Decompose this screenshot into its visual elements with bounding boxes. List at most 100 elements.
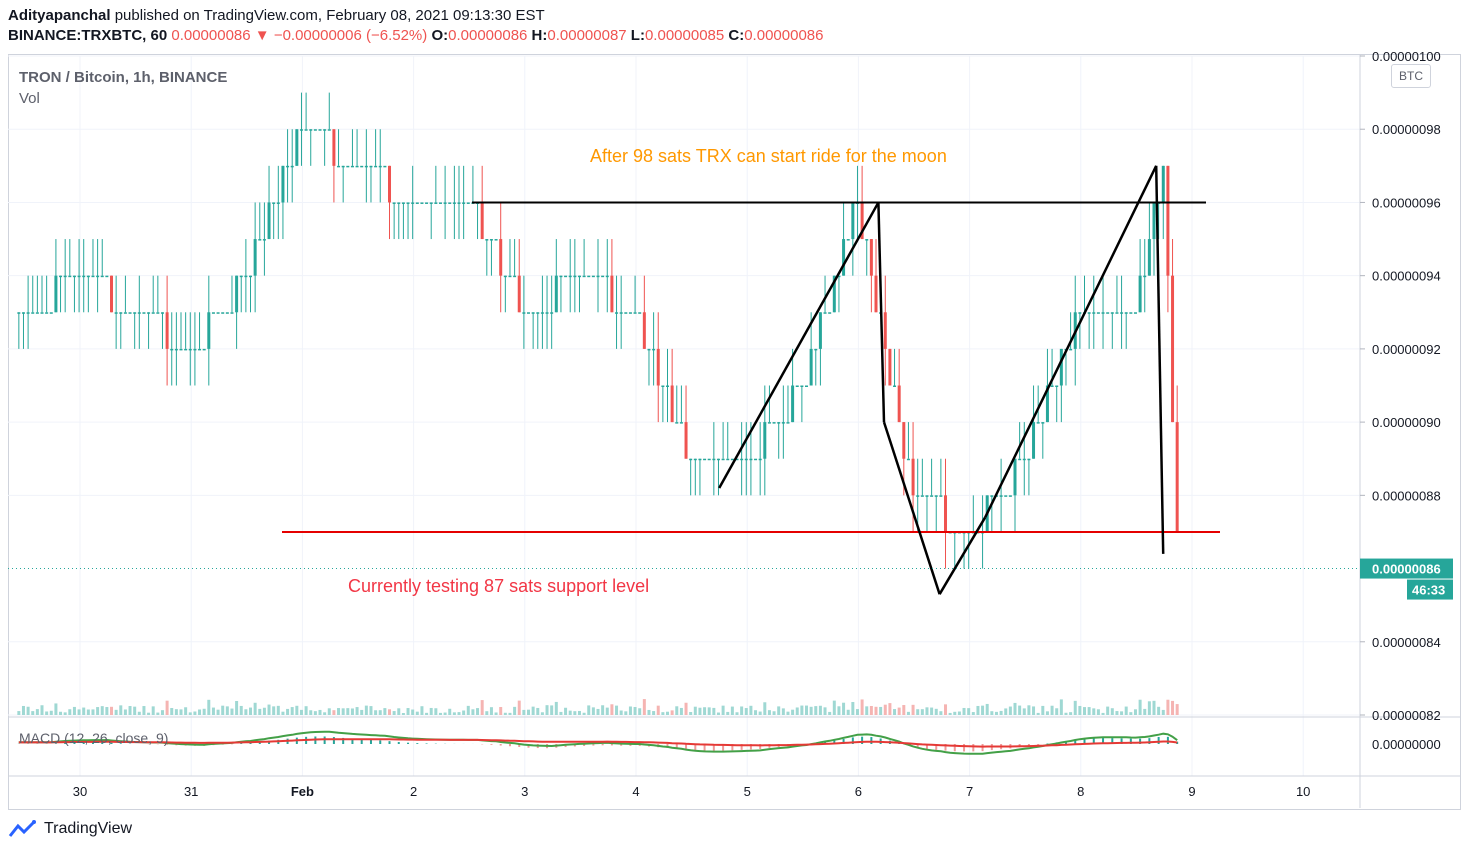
candle-body xyxy=(893,385,897,387)
volume-bar xyxy=(369,706,373,715)
macd-legend[interactable]: MACD (12, 26, close, 9) xyxy=(19,730,169,746)
volume-bar xyxy=(1041,705,1045,715)
candle-body xyxy=(531,312,535,314)
macd-histogram-bar xyxy=(731,744,734,751)
candle-body xyxy=(332,129,336,166)
volume-bar xyxy=(258,708,262,715)
volume-bar xyxy=(818,705,822,715)
volume-bar xyxy=(480,700,484,715)
candle-body xyxy=(119,312,123,314)
macd-histogram-bar xyxy=(749,744,752,750)
volume-bar xyxy=(957,711,961,715)
candle-body xyxy=(452,202,456,204)
volume-bar xyxy=(985,703,989,715)
candle-body xyxy=(707,458,711,461)
countdown-label: 46:33 xyxy=(1412,583,1445,598)
candle-body xyxy=(290,165,294,168)
volume-bar xyxy=(837,706,841,715)
currency-box[interactable]: BTC xyxy=(1391,64,1431,88)
volume-bar xyxy=(920,709,924,715)
volume-bar xyxy=(411,709,415,715)
tradingview-logo-icon xyxy=(8,820,36,837)
x-tick-label: 6 xyxy=(855,784,862,799)
candle-body xyxy=(1133,312,1137,314)
candle-body xyxy=(313,129,317,131)
candle-body xyxy=(462,202,466,204)
candle-body xyxy=(568,275,572,278)
volume-bar xyxy=(276,705,280,715)
macd-histogram-bar xyxy=(101,742,104,744)
volume-bar xyxy=(666,711,670,715)
macd-histogram-bar xyxy=(518,744,521,747)
volume-bar xyxy=(133,706,137,715)
volume-bar xyxy=(930,707,934,715)
legend-title[interactable]: TRON / Bitcoin, 1h, BINANCE xyxy=(19,69,228,86)
volume-bar xyxy=(91,709,95,715)
candle-body xyxy=(388,165,392,203)
volume-bar xyxy=(466,705,470,715)
high-label: H: xyxy=(531,27,548,44)
candle-body xyxy=(527,312,531,314)
published-text: published on TradingView.com, February 0… xyxy=(114,7,545,24)
candle-body xyxy=(82,275,86,278)
macd-histogram-bar xyxy=(1176,741,1179,744)
trend-line xyxy=(718,201,880,489)
down-arrow-icon: ▼ xyxy=(254,27,270,44)
volume-bar xyxy=(642,699,646,715)
candle-body xyxy=(355,165,359,168)
volume-bar xyxy=(313,711,317,715)
candle-body xyxy=(489,239,493,241)
macd-histogram-bar xyxy=(824,741,827,744)
candle-body xyxy=(128,312,132,314)
tradingview-footer[interactable]: TradingView xyxy=(8,820,132,838)
publisher-name[interactable]: Adityapanchal xyxy=(8,7,111,24)
volume-bar xyxy=(763,702,767,715)
macd-line xyxy=(18,730,1178,755)
volume-bar xyxy=(327,708,331,715)
candle-body xyxy=(374,165,378,168)
volume-bar xyxy=(1055,708,1059,715)
drawings: After 98 sats TRX can start ride for the… xyxy=(8,146,1360,596)
legend-vol[interactable]: Vol xyxy=(19,90,40,107)
candle-body xyxy=(249,275,253,278)
volume-bar xyxy=(457,712,461,715)
candle-body xyxy=(26,312,30,314)
candle-body xyxy=(179,348,183,351)
volume-bar xyxy=(740,706,744,715)
x-tick-label: 2 xyxy=(410,784,417,799)
volume-bar xyxy=(193,711,197,715)
volume-bar xyxy=(434,708,438,715)
current-price-label: 0.00000086 xyxy=(1372,562,1441,577)
volume-bar xyxy=(341,708,345,715)
volume-bar xyxy=(281,711,285,715)
macd-histogram-bar xyxy=(833,740,836,744)
volume-bar xyxy=(337,708,341,715)
volume-bar xyxy=(211,707,215,715)
volume-bar xyxy=(1171,700,1175,715)
candle-body xyxy=(235,275,239,313)
candle-body xyxy=(735,458,739,461)
volume-bar xyxy=(758,711,762,715)
macd-histogram-bar xyxy=(842,738,845,744)
candle-body xyxy=(791,385,795,423)
candle-body xyxy=(1008,495,1012,497)
volume-bar xyxy=(610,704,614,715)
macd-histogram-bar xyxy=(73,742,76,744)
candle-body xyxy=(1101,312,1105,314)
close-label: C: xyxy=(728,27,745,44)
candle-body xyxy=(360,165,364,168)
candle-body xyxy=(656,348,660,386)
volume-bar xyxy=(712,707,716,715)
macd-histogram-bar xyxy=(953,744,956,752)
candle-body xyxy=(45,312,49,314)
volume-bar xyxy=(855,709,859,715)
volume-bar xyxy=(332,710,336,715)
candle-body xyxy=(999,495,1003,497)
close-value: 0.00000086 xyxy=(744,27,824,44)
low-value: 0.00000085 xyxy=(644,27,725,44)
candle-body xyxy=(869,239,873,276)
volume-bar xyxy=(591,707,595,715)
candle-body xyxy=(638,312,642,314)
candle-body xyxy=(522,312,526,314)
